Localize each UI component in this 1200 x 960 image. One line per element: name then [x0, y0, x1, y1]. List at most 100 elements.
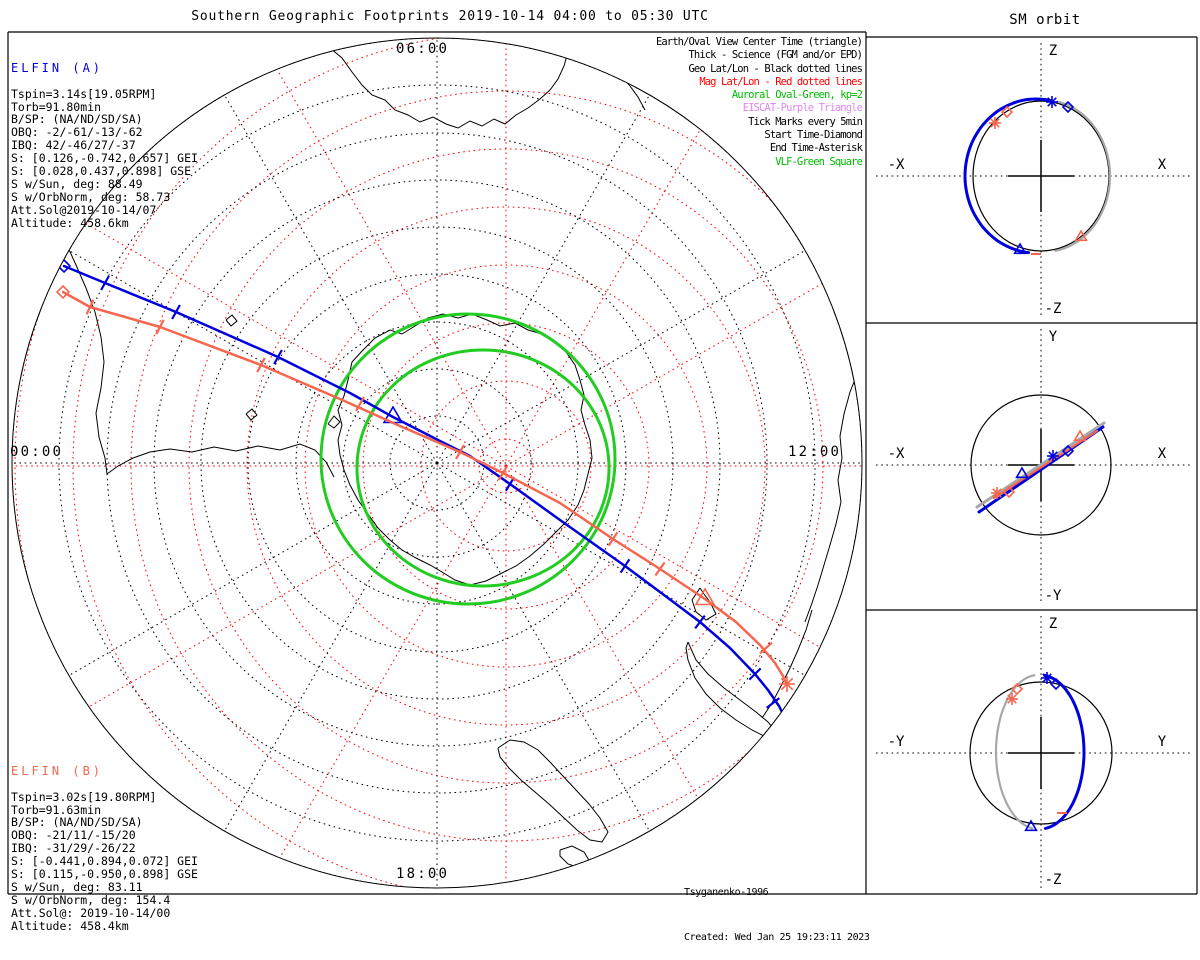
asterisk-marker [992, 488, 1002, 498]
info-line: S w/Sun, deg: 88.49 [11, 176, 143, 191]
asterisk-marker [780, 677, 794, 691]
info-line: IBQ: -31/29/-26/22 [11, 841, 136, 856]
axis-label-top: Y [1049, 329, 1058, 345]
footprint-plot-canvas: Z -Z -X X Y -Y -X X Z -Z -Y Y [7, 31, 1198, 895]
time-tick [607, 531, 619, 547]
info-line: S: [-0.441,0.894,0.072] GEI [11, 854, 198, 869]
earth-circle [970, 394, 1112, 536]
legend-line: Auroral Oval-Green, kp=2 [731, 89, 863, 102]
auroral-oval [355, 348, 611, 588]
auroral-oval [319, 312, 617, 606]
mag-grid [14, 38, 862, 888]
elfin-a-info-block: ELFIN (A) Tspin=3.14s[19.05RPM] Torb=91.8… [11, 36, 198, 230]
info-line: Altitude: 458.6km [11, 215, 129, 230]
axis-label-right: X [1158, 157, 1167, 173]
diamond-marker [1000, 105, 1014, 119]
track-elfin-b [55, 284, 795, 692]
orbit-line [992, 429, 1099, 500]
earth-circle [969, 681, 1113, 825]
coastline [337, 313, 593, 586]
asterisk-marker [1047, 97, 1057, 107]
info-line: B/SP: (NA/ND/SD/SA) [11, 112, 143, 127]
axis-label-right: X [1158, 446, 1167, 462]
axis-label-left: -Y [888, 734, 905, 750]
coastline [761, 609, 813, 719]
time-tick [654, 561, 666, 577]
time-tick [766, 697, 780, 709]
orbit-arc [994, 674, 1036, 830]
coastline [225, 314, 238, 327]
asterisk-marker [1007, 694, 1017, 704]
asterisk-marker [779, 713, 793, 727]
axis-label-top: Z [1049, 43, 1057, 59]
time-tick [85, 299, 95, 315]
axis-label-bottom: -Z [1045, 872, 1062, 888]
info-line: S w/OrbNorm, deg: 58.73 [11, 189, 171, 204]
info-line: S: [0.126,-0.742,0.657] GEI [11, 151, 198, 166]
asterisk-marker [1048, 451, 1058, 461]
time-tick [694, 614, 706, 630]
legend-line: Geo Lat/Lon - Black dotted lines [688, 62, 863, 75]
diamond-marker [1061, 444, 1075, 458]
legend-line: VLF-Green Square [775, 155, 863, 168]
elfin-b-header: ELFIN (B) [11, 763, 104, 778]
orbit-arc [963, 97, 1053, 255]
time-tick [497, 465, 509, 481]
asterisk-marker [1042, 673, 1052, 683]
legend-line: Thick - Science (FGM and/or EPD) [688, 49, 863, 62]
coastline [685, 641, 777, 739]
info-line: B/SP: (NA/ND/SD/SA) [11, 815, 143, 830]
legend-line: EISCAT-Purple Triangle [742, 102, 863, 115]
sm-orbit-title: SM orbit [1009, 12, 1081, 28]
info-line: S w/Sun, deg: 83.11 [11, 879, 143, 894]
time-tick [171, 304, 181, 320]
elfin-b-info-block: ELFIN (B) Tspin=3.02s[19.80RPM] Torb=91.6… [11, 739, 198, 933]
clock-label-0000: 00:00 [10, 444, 64, 460]
info-line: OBQ: -2/-61/-13/-62 [11, 125, 143, 140]
info-line: Torb=91.80min [11, 99, 102, 114]
info-line: Tspin=3.02s[19.80RPM] [11, 789, 157, 804]
sm-orbit-panel-3: Z -Z -Y Y [876, 616, 1192, 888]
info-line: S: [0.028,0.437,0.898] GSE [11, 164, 192, 179]
triangle-marker [1015, 466, 1029, 479]
time-tick [748, 667, 762, 681]
axis-label-left: -X [888, 446, 905, 462]
coastline [804, 371, 859, 623]
sm-orbit-panel-1: Z -Z -X X [876, 43, 1192, 317]
footer-block: Tsyganenko-1996 Created: Wed Jan 25 19:2… [684, 855, 870, 960]
time-tick [619, 558, 631, 574]
info-line: Tspin=3.14s[19.05RPM] [11, 86, 157, 101]
legend-line: Mag Lat/Lon - Red dotted lines [699, 75, 863, 88]
page-title: Southern Geographic Footprints 2019-10-1… [191, 9, 709, 24]
info-line: S w/OrbNorm, deg: 154.4 [11, 892, 171, 907]
asterisk-marker [990, 118, 1000, 128]
coastline [327, 415, 341, 429]
elfin-a-header: ELFIN (A) [11, 60, 104, 75]
axis-label-top: Z [1049, 616, 1057, 632]
coastline [691, 587, 717, 621]
triangle-marker [1013, 242, 1027, 255]
axis-label-bottom: -Y [1045, 588, 1062, 604]
info-line: S: [0.115,-0.950,0.898] GSE [11, 867, 198, 882]
asterisk-marker [779, 713, 793, 727]
diamond-marker [1049, 677, 1063, 691]
triangle-marker [1073, 429, 1087, 442]
axis-label-right: Y [1158, 734, 1167, 750]
clock-label-0600: 06:00 [396, 41, 450, 57]
time-tick [155, 319, 165, 335]
orbit-arc [1043, 673, 1086, 830]
diamond-marker [1061, 100, 1075, 114]
geo-grid [12, 38, 862, 888]
diamond-marker [55, 284, 71, 300]
clock-label-1800: 18:00 [396, 866, 450, 882]
time-tick [273, 349, 283, 365]
diamond-marker [1010, 682, 1024, 696]
time-tick [355, 396, 365, 412]
info-line: OBQ: -21/11/-15/20 [11, 828, 136, 843]
coastline [245, 408, 258, 421]
model-label: Tsyganenko-1996 [684, 887, 769, 898]
track-line [62, 264, 788, 722]
legend-line: Tick Marks every 5min [748, 115, 863, 128]
orbit-arc [1054, 100, 1112, 252]
map-legend: Earth/Oval View Center Time (triangle) Th… [540, 36, 863, 169]
